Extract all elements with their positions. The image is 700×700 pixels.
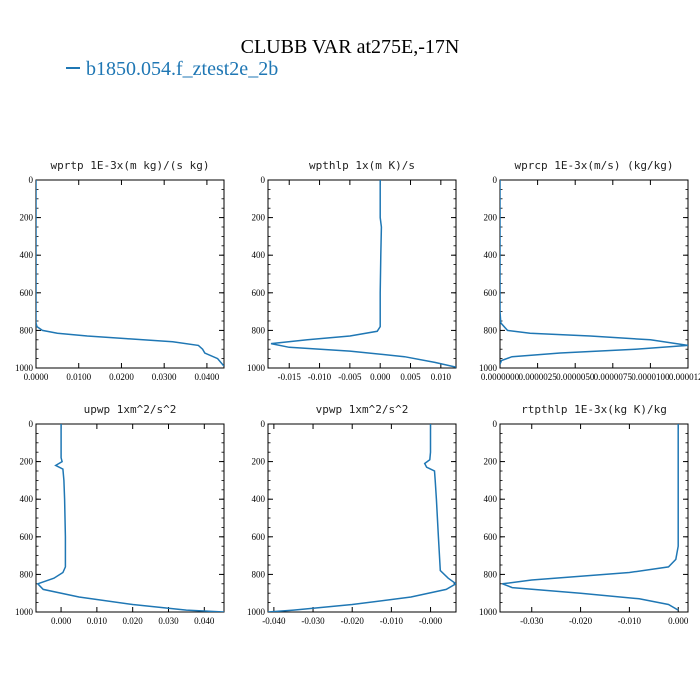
panel-6: rtpthlp 1E-3x(kg K)/kg 0 200 400 600 800 1000 -… [479,403,689,626]
x-tick-label: 0.0000025 [518,372,557,382]
y-tick-label: 200 [484,213,498,223]
x-tick-label: 0.0400 [195,372,220,382]
x-tick-label: 0.0000000 [481,372,520,382]
x-tick-label: 0.0000 [24,372,49,382]
y-tick-label: 400 [20,494,34,504]
y-tick-label: 0 [29,419,34,429]
series-line [502,424,679,611]
panel-title: rtpthlp 1E-3x(kg K)/kg [521,403,667,416]
x-tick-label: -0.015 [278,372,302,382]
y-tick-label: 800 [252,569,266,579]
x-tick-label: 0.0200 [109,372,134,382]
x-tick-label: 0.005 [400,372,421,382]
y-tick-label: 0 [493,175,498,185]
y-tick-label: 400 [252,250,266,260]
plot-frame [35,179,225,369]
y-tick-label: 200 [252,213,266,223]
y-tick-label: 0 [493,419,498,429]
y-tick-label: 600 [20,532,34,542]
x-tick-label: -0.020 [569,616,593,626]
x-tick-label: 0.0000100 [631,372,670,382]
x-tick-label: -0.030 [520,616,544,626]
series-line [500,180,688,365]
y-tick-label: 400 [20,250,34,260]
x-tick-label: 0.040 [194,616,215,626]
y-tick-label: 200 [20,457,34,467]
legend-line-swatch [66,67,80,70]
series-line [268,424,456,612]
y-tick-label: 400 [484,250,498,260]
y-tick-label: 1000 [15,363,34,373]
y-tick-label: 800 [20,325,34,335]
x-tick-label: 0.0100 [66,372,91,382]
plot-frame [499,423,689,613]
x-tick-label: 0.0000075 [594,372,633,382]
y-tick-label: 200 [252,457,266,467]
x-tick-label: 0.000 [51,616,72,626]
x-tick-label: -0.030 [301,616,325,626]
x-tick-label: 0.0300 [152,372,177,382]
x-tick-label: 0.000 [668,616,689,626]
x-tick-label: -0.020 [341,616,365,626]
panel-title: wprtp 1E-3x(m kg)/(s kg) [51,159,210,172]
panel-4: upwp 1xm^2/s^2 0 200 400 600 800 1000 0.000 0.01… [15,403,225,626]
legend-label: b1850.054.f_ztest2e_2b [86,58,279,80]
x-tick-label: 0.010 [87,616,108,626]
series-line [270,180,456,368]
y-tick-label: 400 [484,494,498,504]
x-tick-label: 0.0000125 [669,372,700,382]
y-tick-label: 800 [20,569,34,579]
panel-3: wprcp 1E-3x(m/s) (kg/kg) 0 200 400 600 800 100… [479,159,700,382]
x-tick-label: 0.010 [431,372,452,382]
figure-title: CLUBB VAR at275E,-17N [240,36,460,58]
panel-title: vpwp 1xm^2/s^2 [316,403,409,416]
plot-frame [499,179,689,369]
y-tick-label: 0 [29,175,34,185]
plot-frame [267,423,457,613]
x-tick-label: 0.0000050 [556,372,595,382]
y-tick-label: 600 [20,288,34,298]
x-tick-label: 0.030 [158,616,179,626]
y-tick-label: 800 [252,325,266,335]
x-tick-label: 0.020 [123,616,144,626]
y-tick-label: 1000 [15,607,34,617]
panel-title: wpthlp 1x(m K)/s [309,159,415,172]
panel-5: vpwp 1xm^2/s^2 0 200 400 600 800 1000-0.040 -0.… [247,403,457,626]
x-tick-label: 0.000 [370,372,391,382]
series-line [36,424,224,612]
y-tick-label: 600 [252,532,266,542]
panel-2: wpthlp 1x(m K)/s02004006008001000-0.015-… [247,159,457,382]
x-tick-label: -0.010 [308,372,332,382]
y-tick-label: 600 [484,288,498,298]
y-tick-label: 600 [484,532,498,542]
y-tick-label: 0 [261,419,266,429]
x-tick-label: -0.040 [262,616,286,626]
legend: b1850.054.f_ztest2e_2b [66,58,278,81]
x-tick-label: -0.000 [419,616,443,626]
x-tick-label: -0.005 [338,372,362,382]
y-tick-label: 800 [484,569,498,579]
plot-frame [35,423,225,613]
y-tick-label: 1000 [479,363,498,373]
x-tick-label: -0.010 [618,616,642,626]
y-tick-label: 1000 [479,607,498,617]
y-tick-label: 1000 [247,363,266,373]
y-tick-label: 400 [252,494,266,504]
panel-title: wprcp 1E-3x(m/s) (kg/kg) [515,159,674,172]
y-tick-label: 800 [484,325,498,335]
y-tick-label: 600 [252,288,266,298]
x-tick-label: -0.010 [380,616,404,626]
plot-frame [267,179,457,369]
y-tick-label: 0 [261,175,266,185]
y-tick-label: 1000 [247,607,266,617]
panel-title: upwp 1xm^2/s^2 [84,403,177,416]
panel-1: wprtp 1E-3x(m kg)/(s kg) 0 200 400 600 800 100… [15,159,225,382]
y-tick-label: 200 [20,213,34,223]
y-tick-label: 200 [484,457,498,467]
series-line [36,180,224,367]
